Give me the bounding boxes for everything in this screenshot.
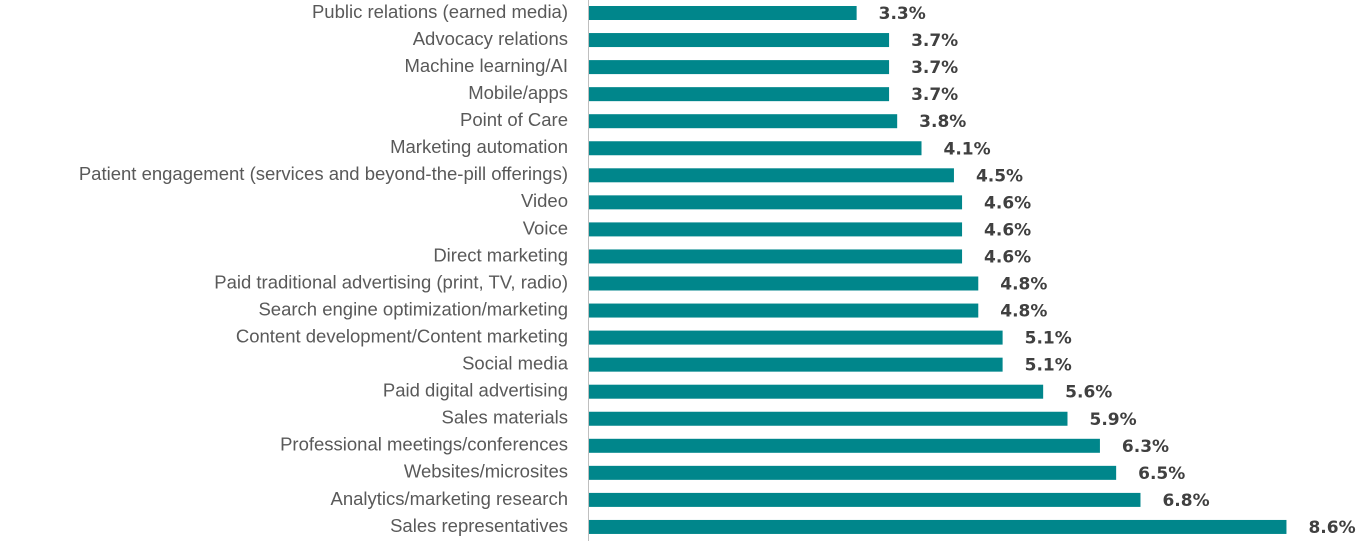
category-label: Patient engagement (services and beyond-…	[79, 163, 568, 184]
value-label: 3.7%	[911, 85, 958, 105]
category-label: Marketing automation	[390, 136, 568, 157]
bar	[589, 384, 1044, 399]
category-label: Public relations (earned media)	[312, 1, 568, 22]
bar	[589, 141, 922, 156]
value-label: 4.6%	[984, 247, 1031, 267]
value-label: 6.5%	[1138, 464, 1185, 484]
value-label: 4.8%	[1000, 275, 1047, 295]
bar	[589, 276, 979, 291]
value-label: 6.3%	[1122, 437, 1169, 457]
category-label: Mobile/apps	[468, 82, 568, 103]
bar	[589, 357, 1003, 372]
bar	[589, 195, 963, 210]
value-label: 4.6%	[984, 220, 1031, 240]
category-label: Machine learning/AI	[404, 55, 568, 76]
value-label: 4.8%	[1000, 302, 1047, 322]
bar	[589, 168, 954, 183]
category-label: Professional meetings/conferences	[280, 434, 568, 455]
category-label: Social media	[462, 353, 569, 374]
value-label: 4.6%	[984, 193, 1031, 213]
bar	[589, 114, 898, 129]
category-label: Search engine optimization/marketing	[258, 298, 568, 319]
value-label: 3.3%	[879, 4, 926, 24]
category-label: Sales materials	[442, 407, 568, 428]
bar	[589, 60, 890, 75]
bar	[589, 411, 1068, 426]
bar	[589, 492, 1141, 507]
bar	[589, 303, 979, 318]
bar	[589, 222, 963, 237]
value-label: 8.6%	[1308, 518, 1355, 538]
bar	[589, 465, 1117, 480]
bar	[589, 438, 1100, 453]
category-label: Content development/Content marketing	[236, 325, 568, 346]
value-label: 3.8%	[919, 112, 966, 132]
category-label: Websites/microsites	[404, 461, 568, 482]
bar	[589, 87, 890, 102]
value-label: 4.1%	[944, 139, 991, 159]
category-label: Point of Care	[460, 109, 568, 130]
category-label: Paid traditional advertising (print, TV,…	[214, 271, 568, 292]
category-label: Video	[521, 190, 568, 211]
category-label: Advocacy relations	[413, 28, 568, 49]
bar	[589, 330, 1003, 345]
value-label: 5.9%	[1089, 410, 1136, 430]
bar	[589, 249, 963, 264]
category-label: Paid digital advertising	[383, 380, 568, 401]
value-label: 5.1%	[1025, 356, 1072, 376]
value-label: 6.8%	[1162, 491, 1209, 511]
value-label: 5.1%	[1025, 329, 1072, 349]
category-label: Voice	[523, 217, 568, 238]
bar	[589, 519, 1287, 534]
value-label: 3.7%	[911, 31, 958, 51]
value-label: 5.6%	[1065, 383, 1112, 403]
category-label: Sales representatives	[390, 515, 568, 536]
value-label: 4.5%	[976, 166, 1023, 186]
category-label: Direct marketing	[433, 244, 568, 265]
category-label: Analytics/marketing research	[330, 488, 568, 509]
bar	[589, 6, 857, 20]
bar	[589, 33, 890, 48]
value-label: 3.7%	[911, 58, 958, 78]
